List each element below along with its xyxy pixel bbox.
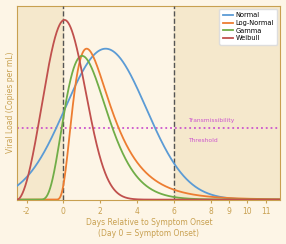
Legend: Normal, Log-Normal, Gamma, Weibull: Normal, Log-Normal, Gamma, Weibull xyxy=(219,9,277,45)
Text: Transmissibility: Transmissibility xyxy=(188,118,235,123)
Bar xyxy=(17,6,63,200)
Text: Threshold: Threshold xyxy=(188,138,218,143)
Y-axis label: Viral Load (Copies per mL): Viral Load (Copies per mL) xyxy=(5,52,15,153)
X-axis label: Days Relative to Symptom Onset
(Day 0 = Symptom Onset): Days Relative to Symptom Onset (Day 0 = … xyxy=(86,218,212,238)
Bar xyxy=(174,6,281,200)
